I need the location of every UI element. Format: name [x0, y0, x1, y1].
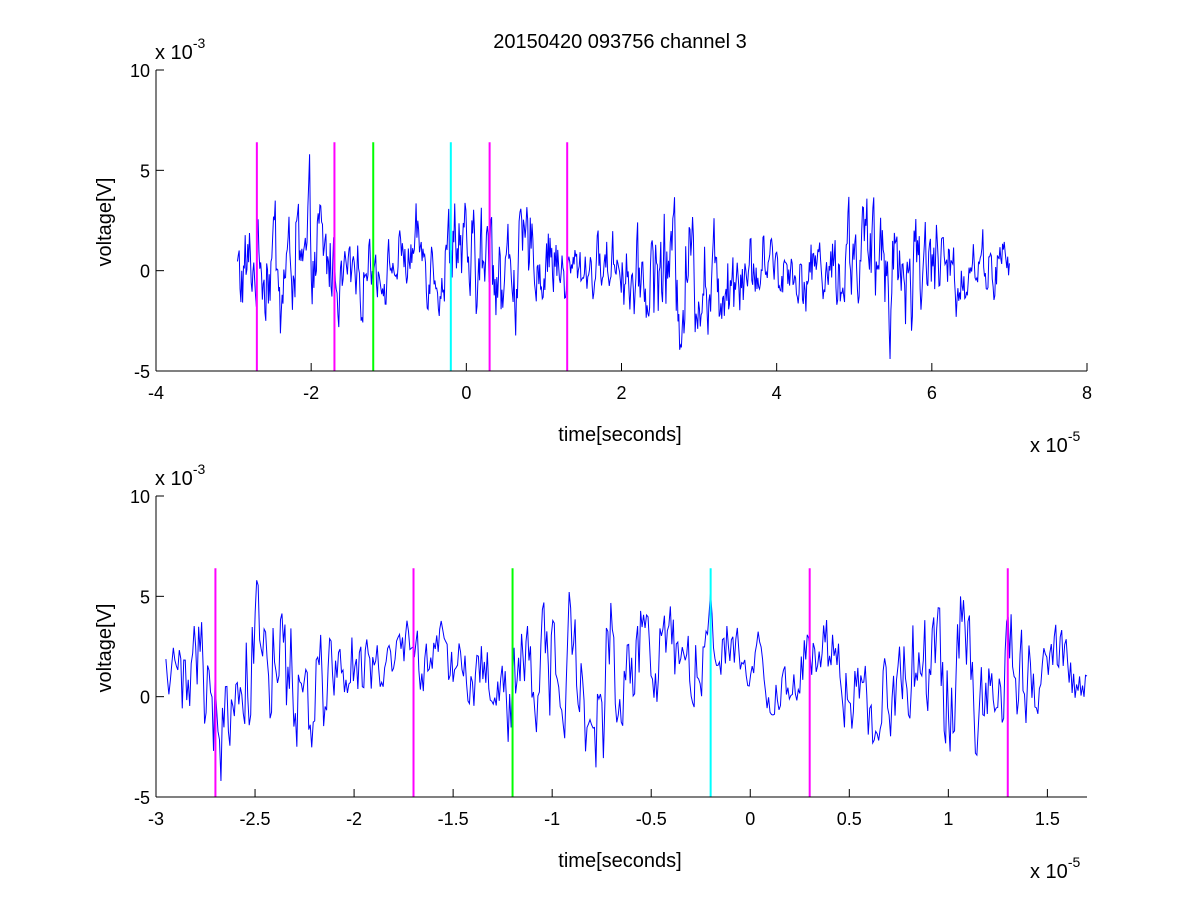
subplot-top-xlabel: time[seconds]	[558, 424, 681, 446]
subplot-bottom-series-line	[165, 580, 1088, 781]
subplot-bottom-y-exponent: x 10-3	[155, 461, 205, 490]
subplot-bottom-marker-layer	[214, 568, 1009, 797]
subplot-top-x-exponent-power: -5	[1068, 428, 1081, 444]
subplot-top-ylabel: voltage[V]	[94, 178, 116, 267]
subplot-bottom-x-exponent-power: -5	[1068, 854, 1081, 870]
subplot-top-x-exponent: x 10-5	[1030, 428, 1080, 457]
subplot-bottom-xtick-label: 1	[943, 809, 953, 829]
subplot-bottom-y-exponent-base: x 10	[155, 468, 193, 490]
subplot-bottom: -3 -2.5 -2 -1.5 -1 -0.5 0 0.5 1 1.5 -5 0 5 10 time[s…	[94, 461, 1088, 883]
subplot-bottom-axes	[155, 496, 1087, 798]
subplot-top-y-exponent-power: -3	[193, 35, 206, 51]
subplot-top-x-exponent-base: x 10	[1030, 435, 1068, 457]
figure-title: 20150420 093756 channel 3	[493, 31, 747, 53]
subplot-bottom-xtick-label: -2	[346, 809, 362, 829]
subplot-bottom-xtick-label: -0.5	[636, 809, 667, 829]
subplot-top-y-exponent: x 10-3	[155, 35, 205, 64]
subplot-bottom-ytick-label: 5	[140, 587, 150, 607]
subplot-bottom-x-exponent: x 10-5	[1030, 854, 1080, 883]
subplot-bottom-ytick-label: 10	[130, 487, 150, 507]
subplot-top-series-line	[236, 154, 1010, 359]
subplot-top-ytick-label: 5	[140, 161, 150, 181]
subplot-bottom-yticks: -5 0 5 10	[130, 487, 164, 808]
subplot-bottom-ytick-label: -5	[134, 788, 150, 808]
subplot-top-y-exponent-base: x 10	[155, 42, 193, 64]
subplot-bottom-xtick-label: 1.5	[1035, 809, 1060, 829]
subplot-bottom-ylabel: voltage[V]	[94, 604, 116, 693]
subplot-top-xtick-label: 2	[616, 383, 626, 403]
subplot-top-xticks: -4 -2 0 2 4 6 8	[148, 363, 1092, 403]
subplot-bottom-ytick-label: 0	[140, 688, 150, 708]
subplot-bottom-xtick-label: -1	[544, 809, 560, 829]
subplot-bottom-series-layer	[165, 580, 1088, 781]
subplot-bottom-xlabel: time[seconds]	[558, 850, 681, 872]
subplot-bottom-xtick-label: -2.5	[240, 809, 271, 829]
subplot-top-xtick-label: -4	[148, 383, 164, 403]
subplot-top-ytick-label: 10	[130, 61, 150, 81]
subplot-bottom-y-exponent-power: -3	[193, 461, 206, 477]
subplot-top-marker-layer	[255, 142, 569, 371]
subplot-top-xtick-label: 4	[772, 383, 782, 403]
subplot-bottom-xtick-label: -1.5	[438, 809, 469, 829]
subplot-top-series-layer	[236, 154, 1010, 359]
subplot-top-xtick-label: 8	[1082, 383, 1092, 403]
subplot-bottom-xtick-label: -3	[148, 809, 164, 829]
subplot-top: -4 -2 0 2 4 6 8 -5 0 5 10 time[seconds] voltage[V…	[94, 35, 1092, 457]
subplot-bottom-xticks: -3 -2.5 -2 -1.5 -1 -0.5 0 0.5 1 1.5	[148, 789, 1060, 829]
subplot-top-yticks: -5 0 5 10	[130, 61, 164, 382]
subplot-top-ytick-label: 0	[140, 262, 150, 282]
subplot-top-xtick-label: -2	[303, 383, 319, 403]
subplot-top-ytick-label: -5	[134, 362, 150, 382]
subplot-bottom-xtick-label: 0	[745, 809, 755, 829]
subplot-top-xtick-label: 0	[461, 383, 471, 403]
subplot-top-xtick-label: 6	[927, 383, 937, 403]
subplot-bottom-x-exponent-base: x 10	[1030, 861, 1068, 883]
subplot-bottom-xtick-label: 0.5	[837, 809, 862, 829]
